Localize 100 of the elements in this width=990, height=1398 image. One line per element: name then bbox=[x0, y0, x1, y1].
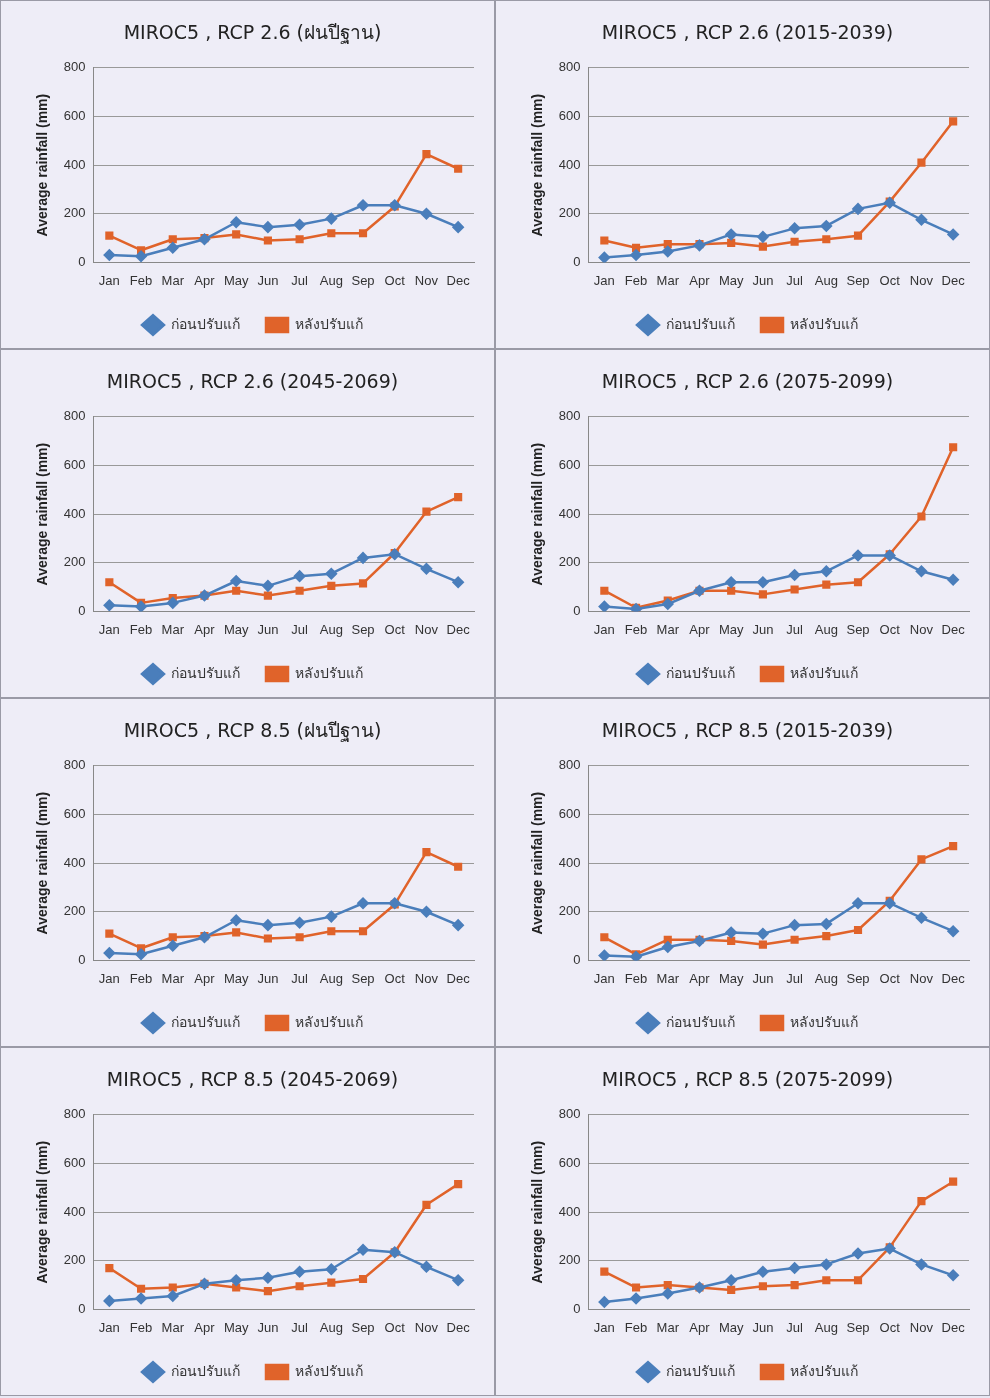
chart-title: MIROC5 , RCP 8.5 (2075-2099) bbox=[601, 1068, 894, 1091]
y-tick-label: 600 bbox=[558, 108, 581, 124]
x-tick-label: Nov bbox=[909, 272, 934, 288]
x-tick-label: Apr bbox=[194, 1319, 216, 1335]
x-tick-label: Nov bbox=[909, 621, 934, 637]
x-tick-label: Mar bbox=[656, 621, 680, 637]
x-tick-label: Jun bbox=[257, 1319, 279, 1335]
y-tick-label: 400 bbox=[63, 854, 86, 870]
y-tick-label: 800 bbox=[558, 1106, 581, 1122]
x-tick-label: Apr bbox=[689, 621, 711, 637]
legend-label: หลังปรับแก้ bbox=[295, 315, 363, 332]
legend-label: หลังปรับแก้ bbox=[790, 664, 858, 681]
x-tick-label: Sep bbox=[351, 621, 375, 637]
x-tick-label: Jul bbox=[291, 1319, 309, 1335]
y-tick-label: 400 bbox=[558, 156, 581, 172]
x-tick-label: Aug bbox=[319, 272, 343, 288]
x-tick-label: May bbox=[718, 1319, 744, 1335]
legend-label: หลังปรับแก้ bbox=[790, 1362, 858, 1379]
x-tick-label: Sep bbox=[846, 1319, 870, 1335]
x-tick-label: Jul bbox=[786, 621, 804, 637]
legend-label: ก่อนปรับแก้ bbox=[171, 315, 240, 332]
x-tick-label: Feb bbox=[129, 621, 153, 637]
x-tick-label: Jul bbox=[786, 1319, 804, 1335]
y-tick-label: 800 bbox=[558, 408, 581, 424]
x-tick-label: Jan bbox=[98, 621, 120, 637]
y-tick-label: 200 bbox=[558, 554, 581, 570]
x-tick-label: Dec bbox=[941, 621, 966, 637]
x-tick-label: Jul bbox=[291, 970, 309, 986]
x-tick-label: Jul bbox=[786, 272, 804, 288]
x-tick-label: Feb bbox=[624, 970, 648, 986]
x-tick-label: Apr bbox=[689, 970, 711, 986]
y-tick-label: 0 bbox=[78, 253, 86, 269]
x-tick-label: Feb bbox=[624, 272, 648, 288]
y-tick-label: 400 bbox=[63, 1203, 86, 1219]
x-tick-label: Oct bbox=[879, 272, 901, 288]
x-tick-label: Feb bbox=[129, 970, 153, 986]
y-tick-label: 200 bbox=[63, 1252, 86, 1268]
x-tick-label: May bbox=[223, 621, 249, 637]
x-tick-label: Oct bbox=[879, 621, 901, 637]
x-tick-label: Feb bbox=[624, 621, 648, 637]
y-tick-label: 600 bbox=[558, 806, 581, 822]
y-tick-label: 200 bbox=[558, 205, 581, 221]
y-tick-label: 200 bbox=[63, 554, 86, 570]
x-tick-label: Apr bbox=[689, 1319, 711, 1335]
x-tick-label: Nov bbox=[414, 970, 439, 986]
x-tick-label: Oct bbox=[384, 970, 406, 986]
x-tick-label: Jan bbox=[98, 970, 120, 986]
x-tick-label: Jun bbox=[257, 272, 279, 288]
x-tick-label: Mar bbox=[656, 272, 680, 288]
legend-label: ก่อนปรับแก้ bbox=[666, 315, 735, 332]
y-tick-label: 800 bbox=[63, 1106, 86, 1122]
x-tick-label: Feb bbox=[129, 272, 153, 288]
x-tick-label: Apr bbox=[194, 970, 216, 986]
y-tick-label: 0 bbox=[573, 253, 581, 269]
x-tick-label: Aug bbox=[814, 272, 838, 288]
x-tick-label: May bbox=[223, 1319, 249, 1335]
chart-title: MIROC5 , RCP 2.6 (2015-2039) bbox=[601, 21, 894, 44]
y-axis-title: Average rainfall (mm) bbox=[529, 791, 546, 935]
x-tick-label: Mar bbox=[161, 272, 185, 288]
x-tick-label: Jan bbox=[593, 272, 615, 288]
y-tick-label: 600 bbox=[63, 806, 86, 822]
x-tick-label: Sep bbox=[351, 970, 375, 986]
y-axis-title: Average rainfall (mm) bbox=[34, 442, 51, 586]
chart-title: MIROC5 , RCP 2.6 (2075-2099) bbox=[601, 370, 894, 393]
y-tick-label: 600 bbox=[63, 108, 86, 124]
x-tick-label: Oct bbox=[879, 1319, 901, 1335]
x-tick-label: Oct bbox=[879, 970, 901, 986]
x-tick-label: Jan bbox=[98, 1319, 120, 1335]
x-tick-label: Aug bbox=[814, 970, 838, 986]
x-tick-label: Mar bbox=[161, 621, 185, 637]
x-tick-label: Dec bbox=[446, 621, 471, 637]
chart-title: MIROC5 , RCP 8.5 (2045-2069) bbox=[106, 1068, 399, 1091]
y-tick-label: 0 bbox=[573, 602, 581, 618]
y-tick-label: 200 bbox=[558, 1252, 581, 1268]
x-tick-label: May bbox=[718, 970, 744, 986]
y-tick-label: 400 bbox=[558, 854, 581, 870]
x-tick-label: Jan bbox=[593, 621, 615, 637]
y-axis-title: Average rainfall (mm) bbox=[529, 442, 546, 586]
x-tick-label: Jun bbox=[752, 1319, 774, 1335]
x-tick-label: Sep bbox=[846, 970, 870, 986]
y-tick-label: 400 bbox=[63, 505, 86, 521]
chart-title: MIROC5 , RCP 8.5 (2015-2039) bbox=[601, 719, 894, 742]
y-axis-title: Average rainfall (mm) bbox=[34, 93, 51, 237]
x-tick-label: Aug bbox=[319, 970, 343, 986]
y-tick-label: 0 bbox=[78, 951, 86, 967]
x-tick-label: Jul bbox=[291, 621, 309, 637]
x-tick-label: Nov bbox=[909, 1319, 934, 1335]
y-axis-title: Average rainfall (mm) bbox=[529, 93, 546, 237]
legend-label: หลังปรับแก้ bbox=[790, 315, 858, 332]
y-axis-title: Average rainfall (mm) bbox=[34, 1140, 51, 1284]
legend-label: ก่อนปรับแก้ bbox=[171, 1362, 240, 1379]
y-tick-label: 600 bbox=[558, 457, 581, 473]
x-tick-label: Apr bbox=[194, 272, 216, 288]
x-tick-label: Aug bbox=[319, 621, 343, 637]
y-tick-label: 400 bbox=[63, 156, 86, 172]
x-tick-label: Jan bbox=[98, 272, 120, 288]
x-tick-label: May bbox=[223, 272, 249, 288]
y-tick-label: 0 bbox=[573, 1300, 581, 1316]
legend-label: ก่อนปรับแก้ bbox=[666, 1362, 735, 1379]
x-tick-label: Jan bbox=[593, 1319, 615, 1335]
